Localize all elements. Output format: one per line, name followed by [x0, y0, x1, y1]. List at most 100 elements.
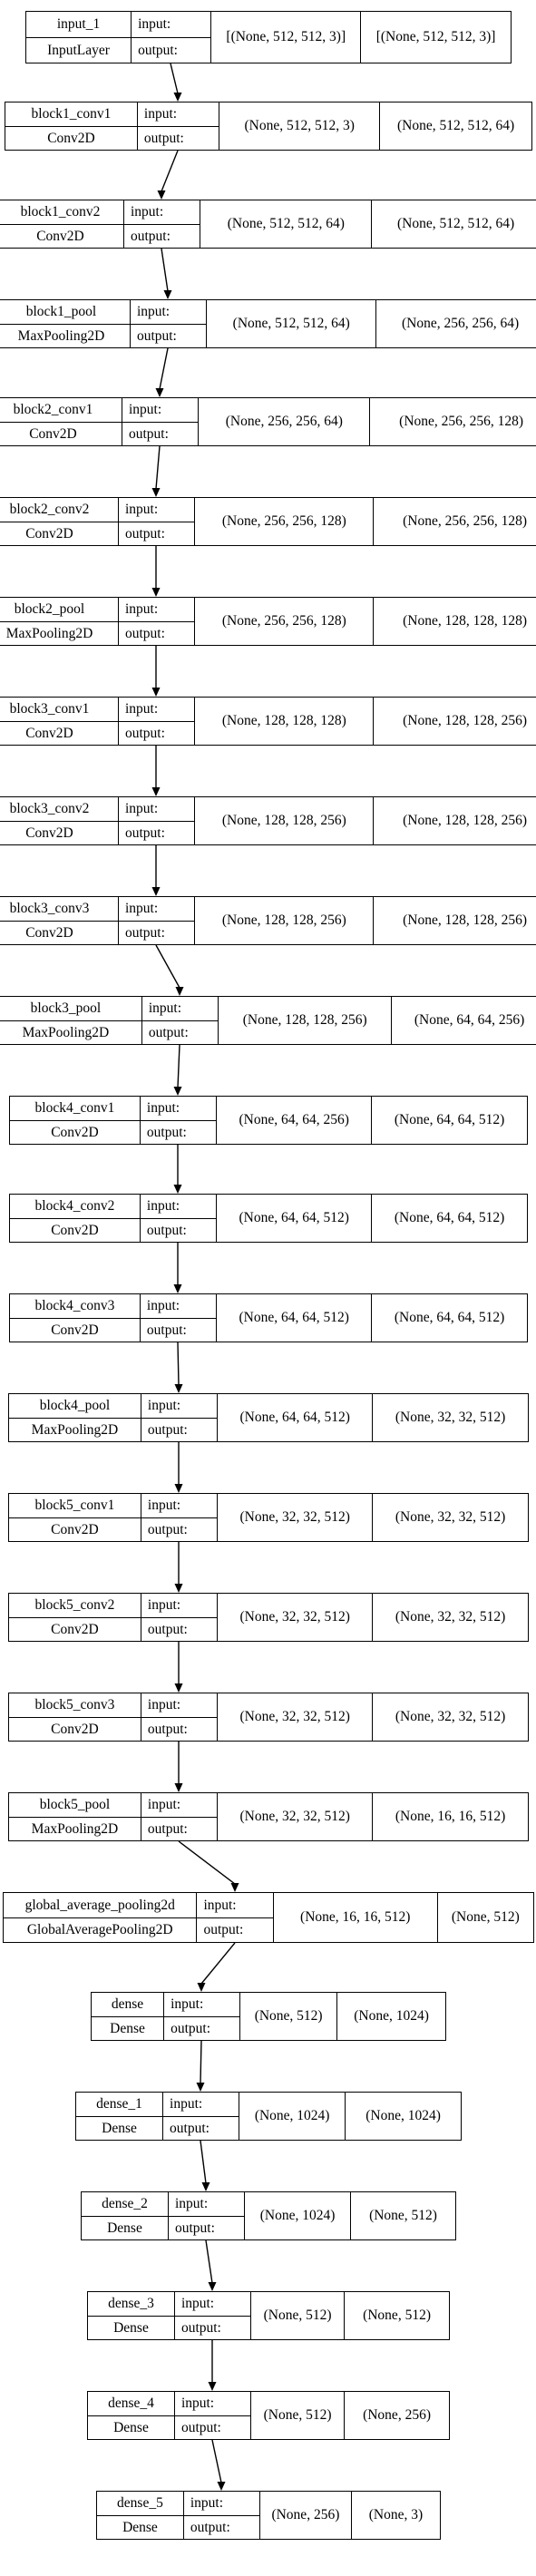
layer-node-dense_5: dense_5 Dense input: output: (None, 256) (Non… [96, 2491, 441, 2540]
arrow-head-icon [174, 1584, 183, 1593]
layer-type: Conv2D [0, 920, 118, 945]
arrow-head-icon [173, 1185, 182, 1194]
io-label-column: input: output: [141, 997, 219, 1045]
arrow-head-icon [174, 1683, 183, 1693]
io-label-column: input: output: [168, 2192, 246, 2239]
arrow-head-icon [174, 1783, 183, 1792]
layer-node-dense_4: dense_4 Dense input: output: (None, 512) (Non… [87, 2391, 450, 2440]
layer-type: MaxPooling2D [9, 1816, 141, 1841]
layer-type: Conv2D [5, 125, 137, 151]
input-label: input: [124, 801, 159, 816]
output-label: output: [132, 36, 211, 63]
layer-name-column: block1_pool MaxPooling2D [0, 300, 131, 347]
io-label-column: input: output: [174, 2292, 252, 2340]
layer-node-block3_pool: block3_pool MaxPooling2D input: output: (Non… [0, 996, 536, 1045]
output-label: output: [141, 1020, 219, 1045]
output-label: output: [122, 421, 199, 446]
arrow-head-icon [163, 290, 172, 299]
output-shape: (None, 32, 32, 512) [395, 1709, 506, 1725]
edge-arrow [211, 2439, 226, 2491]
input-shape: (None, 128, 128, 128) [195, 698, 375, 745]
layer-name: block2_conv1 [13, 402, 93, 417]
output-shape: (None, 128, 128, 256) [403, 912, 528, 929]
layer-name-column: block5_conv1 Conv2D [9, 1494, 141, 1541]
input-label: input: [170, 2096, 203, 2112]
input-label: input: [124, 901, 159, 916]
input-label: input: [174, 2196, 209, 2211]
input-label: input: [147, 1398, 181, 1413]
io-label-column: input: output: [118, 797, 196, 844]
input-label: input: [131, 204, 164, 220]
arrow-head-icon [230, 1883, 239, 1892]
layer-type: Conv2D [0, 820, 118, 845]
output-label: output: [141, 1417, 218, 1442]
io-label-column: input: output: [141, 1394, 219, 1442]
edge-arrow [178, 1840, 239, 1892]
io-label-column: input: output: [130, 300, 208, 347]
output-label: output: [141, 1517, 218, 1542]
layer-name: block3_pool [30, 1000, 102, 1016]
arrow-head-icon [174, 1384, 183, 1393]
layer-node-block3_conv2: block3_conv2 Conv2D input: output: (None, 12… [0, 796, 536, 845]
layer-type: Conv2D [0, 521, 118, 546]
input-shape: (None, 64, 64, 512) [217, 1294, 373, 1342]
layer-type: Conv2D [0, 223, 123, 249]
output-shape: (None, 32, 32, 512) [395, 1410, 506, 1426]
layer-name-column: block5_conv2 Conv2D [9, 1594, 141, 1641]
layer-node-dense_1: dense_1 Dense input: output: (None, 1024) (No… [75, 2092, 462, 2141]
layer-name-column: block4_pool MaxPooling2D [9, 1394, 141, 1441]
layer-name-column: input_1 InputLayer [26, 12, 132, 63]
layer-name: dense [111, 1996, 144, 2012]
layer-node-block5_conv3: block5_conv3 Conv2D input: output: (None, 32… [8, 1693, 529, 1742]
layer-name-column: global_average_pooling2d GlobalAveragePoo… [4, 1893, 198, 1942]
layer-name: block4_pool [39, 1398, 111, 1413]
edge-line [177, 1044, 180, 1088]
layer-name: input_1 [56, 16, 101, 32]
layer-name: global_average_pooling2d [24, 1897, 175, 1913]
layer-type: Conv2D [0, 720, 118, 746]
layer-name: block2_conv2 [9, 502, 90, 517]
input-shape: (None, 64, 64, 512) [217, 1195, 373, 1242]
edge-arrow [151, 445, 161, 497]
layer-name: dense_2 [102, 2196, 148, 2211]
edge-arrow [151, 746, 161, 796]
layer-name-column: dense_2 Dense [82, 2192, 169, 2239]
io-label-column: input: output: [118, 498, 196, 545]
edge-line [200, 2040, 202, 2084]
edge-arrow [173, 1044, 182, 1096]
edge-arrow [151, 546, 161, 597]
edge-line [161, 248, 169, 292]
output-label: output: [140, 1317, 217, 1342]
io-label-column: input: output: [141, 1693, 219, 1741]
layer-name: block5_pool [39, 1797, 111, 1812]
input-label: input: [143, 106, 178, 122]
input-shape: (None, 1024) [245, 2192, 352, 2239]
input-shape: (None, 64, 64, 256) [217, 1097, 373, 1144]
edge-line [200, 1942, 236, 1985]
layer-name: block1_conv1 [31, 106, 112, 122]
layer-name-column: block3_conv1 Conv2D [0, 698, 119, 745]
layer-name: block4_conv3 [34, 1298, 115, 1313]
arrow-head-icon [201, 2182, 210, 2191]
layer-node-input_1: input_1 InputLayer input: output: [(None, 51… [25, 11, 512, 63]
edge-arrow [161, 248, 172, 299]
layer-type: Conv2D [0, 421, 122, 446]
output-shape: (None, 512) [369, 2208, 437, 2224]
output-shape: (None, 32, 32, 512) [395, 1509, 506, 1526]
output-shape: (None, 512, 512, 64) [397, 216, 515, 232]
input-label: input: [146, 1298, 180, 1313]
input-shape: (None, 512, 512, 3) [219, 102, 381, 150]
edge-arrow [155, 347, 169, 397]
io-label-column: input: output: [197, 1893, 274, 1942]
edge-arrow [174, 1742, 183, 1792]
layer-type: Dense [88, 2415, 174, 2440]
layer-node-dense_3: dense_3 Dense input: output: (None, 512) (Non… [87, 2291, 450, 2340]
output-shape: (None, 64, 64, 512) [394, 1310, 505, 1326]
layer-name-column: dense_3 Dense [88, 2292, 175, 2339]
layer-name-column: block5_pool MaxPooling2D [9, 1793, 141, 1840]
input-shape: (None, 256, 256, 128) [195, 498, 375, 545]
layer-node-block4_conv3: block4_conv3 Conv2D input: output: (None, 64… [9, 1293, 528, 1342]
arrow-head-icon [217, 2482, 226, 2491]
output-label: output: [174, 2315, 251, 2340]
